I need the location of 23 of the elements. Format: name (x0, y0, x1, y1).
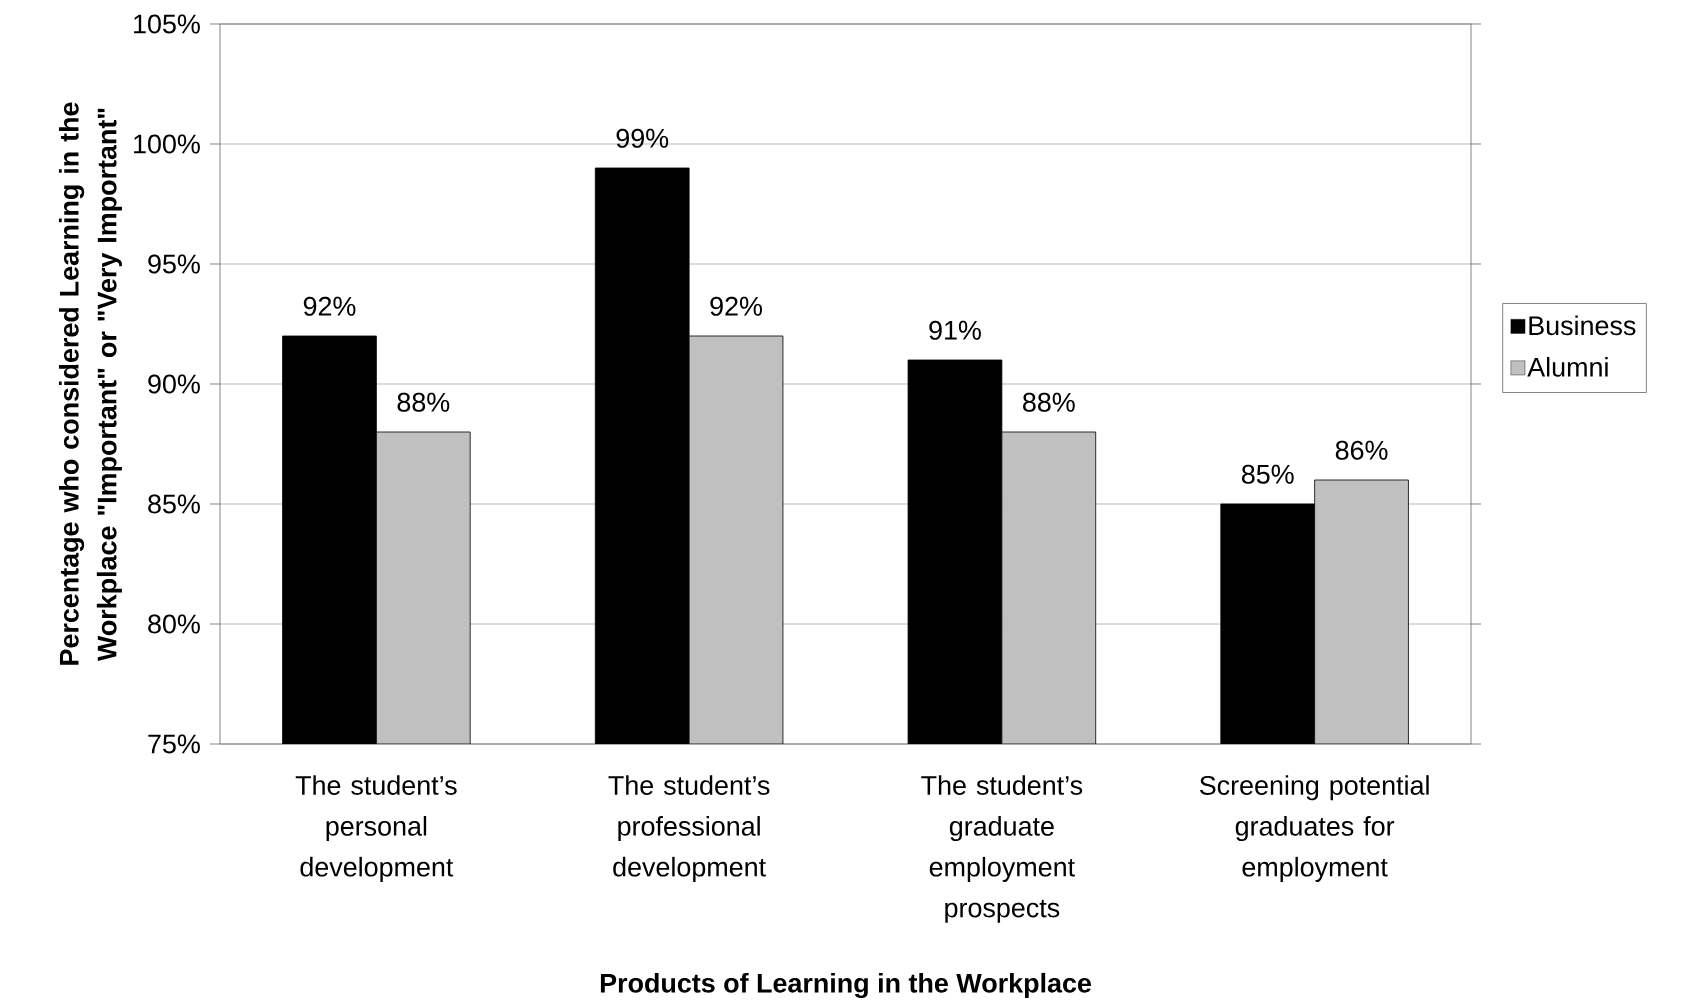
y-tick-label: 90% (148, 374, 200, 394)
data-label: 91% (929, 320, 981, 340)
data-label: 85% (1241, 464, 1294, 484)
x-tick-label: The student’s professional development (608, 775, 770, 882)
y-tick-label: 100% (134, 134, 200, 154)
legend-label: Alumni (1527, 356, 1608, 377)
y-tick-label: 85% (148, 494, 200, 514)
y-tick-label: 75% (148, 734, 200, 754)
data-label: 88% (397, 392, 450, 412)
legend-label: Business (1529, 315, 1636, 336)
data-label: 92% (303, 296, 356, 316)
x-tick-label: The student’s graduate employment prospects (921, 775, 1083, 923)
data-label: 88% (1023, 392, 1075, 412)
x-tick-label: The student’s personal development (295, 775, 457, 882)
data-label: 99% (616, 128, 669, 148)
y-tick-label: 95% (148, 254, 200, 274)
data-label: 92% (710, 296, 762, 316)
y-tick-label: 80% (148, 614, 200, 634)
y-tick-label: 105% (134, 14, 200, 34)
y-axis-title: Percentage who considered Learning in the Workplace "Important" or "Very Important" (58, 102, 122, 665)
data-label: 86% (1335, 440, 1388, 460)
x-axis-title: Products of Learning in the Workplace (600, 972, 1091, 999)
x-tick-label: Screening potential graduates for employment (1199, 775, 1429, 882)
